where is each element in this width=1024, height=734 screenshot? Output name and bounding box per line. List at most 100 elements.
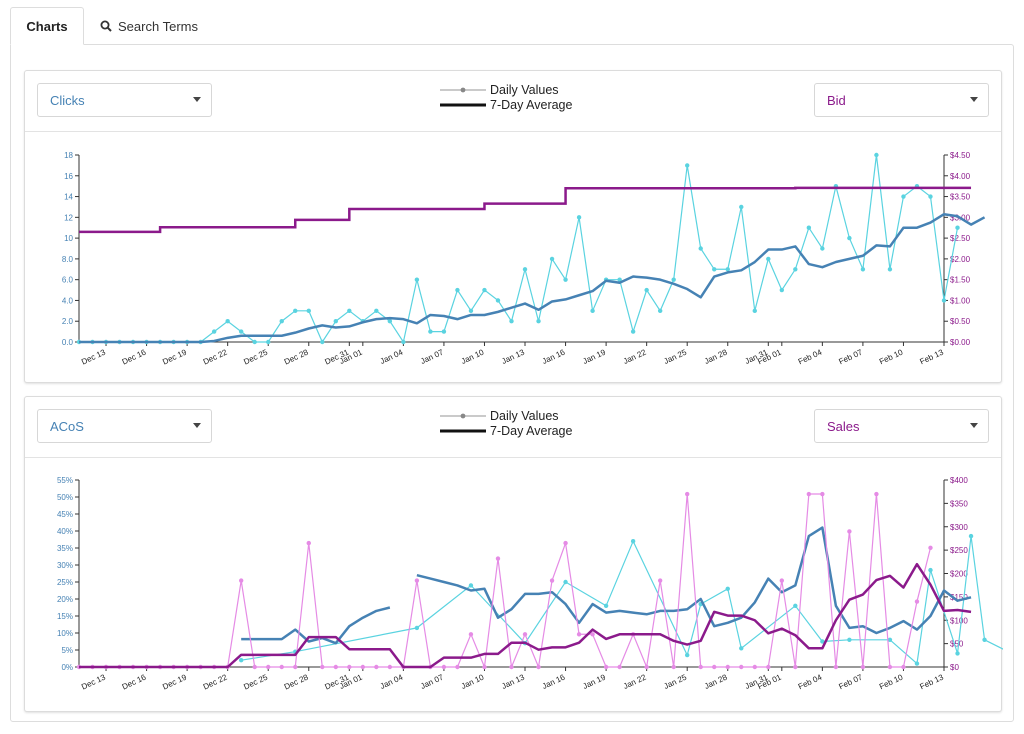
- daily-values-line: [79, 154, 959, 344]
- right-axis-tick-label: $400: [950, 476, 968, 485]
- search-icon: [100, 20, 112, 32]
- daily-value-point: [468, 308, 474, 314]
- daily-value-point: [739, 204, 744, 210]
- x-axis-tick-label: Jan 07: [419, 347, 445, 366]
- legend-average: 7-Day Average: [440, 423, 572, 438]
- right-axis-tick-label: $2.50: [950, 234, 971, 243]
- daily-value-point: [320, 664, 325, 670]
- left-axis-tick-label: 8.0: [62, 255, 74, 264]
- right-axis-tick-label: $200: [950, 570, 968, 579]
- daily-value-point: [238, 329, 244, 334]
- seven-day-average-line: [416, 526, 972, 635]
- daily-value-point: [252, 664, 257, 670]
- daily-value-point: [320, 339, 325, 345]
- right-metric-select[interactable]: Bid: [814, 83, 989, 117]
- left-axis-tick-label: 45%: [57, 510, 73, 519]
- daily-value-point: [860, 664, 866, 670]
- left-metric-select[interactable]: Clicks: [37, 83, 212, 117]
- x-axis-tick-label: Feb 07: [837, 672, 864, 691]
- left-metric-select[interactable]: ACoS: [37, 409, 212, 443]
- x-axis-tick-label: Dec 28: [283, 672, 310, 691]
- left-axis-tick-label: 5%: [61, 646, 73, 655]
- x-axis-tick-label: Jan 16: [541, 672, 567, 691]
- daily-value-point: [495, 298, 501, 303]
- daily-value-point: [333, 664, 338, 670]
- x-axis-tick-label: Dec 19: [161, 347, 188, 366]
- daily-value-point: [374, 308, 379, 314]
- right-axis-tick-label: $4.50: [950, 151, 971, 160]
- left-metric-value: ACoS: [50, 418, 84, 434]
- left-axis-tick-label: 35%: [57, 544, 73, 553]
- chart-controls: Clicks Daily Values 7-Day Average Bid: [25, 71, 1001, 132]
- daily-value-point: [901, 664, 906, 670]
- daily-value-point: [793, 664, 798, 670]
- x-axis-tick-label: Jan 16: [541, 347, 567, 366]
- x-axis-tick-label: Jan 13: [500, 672, 526, 691]
- left-axis-tick-label: 15%: [57, 612, 73, 621]
- left-axis-tick-label: 4.0: [62, 296, 74, 305]
- daily-value-point: [644, 664, 649, 670]
- daily-value-point: [712, 664, 717, 670]
- right-axis-tick-label: $150: [950, 593, 968, 602]
- daily-value-point: [468, 583, 474, 588]
- daily-value-point: [671, 277, 676, 282]
- x-axis-tick-label: Jan 22: [622, 347, 648, 366]
- daily-value-point: [549, 256, 555, 262]
- daily-value-point: [441, 664, 447, 670]
- average-line-icon: [440, 103, 486, 106]
- clicks-bid-chart: 0.0 2.0 4.0 6.0 8.0 10 12 14 16 18 $0.00 $0.50 $1.00…: [62, 151, 986, 367]
- daily-value-point: [847, 637, 852, 642]
- daily-value-point: [725, 586, 730, 591]
- daily-value-point: [293, 664, 298, 670]
- left-axis-tick-label: 12: [64, 213, 73, 222]
- right-axis-tick-label: $4.00: [950, 172, 971, 181]
- x-axis-tick-label: Jan 28: [703, 347, 729, 366]
- chevron-down-icon: [193, 97, 201, 102]
- daily-value-point: [414, 578, 420, 583]
- x-axis-tick-label: Dec 25: [242, 672, 269, 691]
- legend-daily-label: Daily Values: [490, 408, 559, 423]
- daily-value-point: [874, 491, 879, 497]
- daily-value-point: [347, 664, 352, 670]
- acos-sales-chart-card: ACoS Daily Values 7-Day Average Sales 0%…: [24, 396, 1003, 712]
- daily-value-point: [468, 632, 474, 637]
- daily-value-point: [847, 235, 852, 241]
- daily-value-point: [685, 163, 690, 168]
- legend-average-label: 7-Day Average: [490, 423, 573, 438]
- daily-value-point: [793, 603, 798, 608]
- daily-value-point: [211, 329, 217, 334]
- daily-value-point: [279, 664, 284, 670]
- daily-value-point: [982, 637, 987, 642]
- daily-value-point: [482, 287, 487, 293]
- left-axis-tick-label: 2.0: [62, 317, 74, 326]
- daily-value-point: [522, 632, 528, 637]
- chevron-down-icon: [193, 423, 201, 428]
- x-axis-tick-label: Feb 13: [918, 347, 945, 366]
- left-axis-tick-label: 10%: [57, 629, 73, 638]
- daily-value-point: [874, 152, 879, 158]
- daily-value-point: [455, 664, 460, 670]
- daily-value-point: [563, 579, 568, 585]
- x-axis-tick-label: Dec 19: [161, 672, 188, 691]
- daily-value-point: [387, 664, 393, 670]
- daily-value-point: [860, 267, 866, 272]
- seven-day-average-line: [79, 212, 986, 344]
- right-metric-select[interactable]: Sales: [814, 409, 989, 443]
- left-axis-tick-label: 30%: [57, 561, 73, 570]
- daily-value-point: [238, 658, 244, 663]
- right-axis-tick-label: $300: [950, 523, 968, 532]
- legend-daily: Daily Values: [440, 82, 559, 97]
- daily-value-point: [657, 578, 663, 583]
- tab-search-terms[interactable]: Search Terms: [84, 7, 214, 45]
- right-axis-tick-label: $0.50: [950, 317, 971, 326]
- daily-value-point: [779, 578, 785, 583]
- chart-legend: Daily Values 7-Day Average: [440, 406, 600, 440]
- daily-value-point: [820, 246, 825, 251]
- daily-value-point: [509, 319, 514, 324]
- tab-charts[interactable]: Charts: [10, 7, 84, 45]
- left-axis-tick-label: 6.0: [62, 276, 74, 285]
- daily-value-point: [887, 267, 893, 272]
- daily-value-point: [644, 287, 649, 293]
- daily-value-point: [712, 267, 717, 272]
- daily-value-point: [536, 319, 541, 324]
